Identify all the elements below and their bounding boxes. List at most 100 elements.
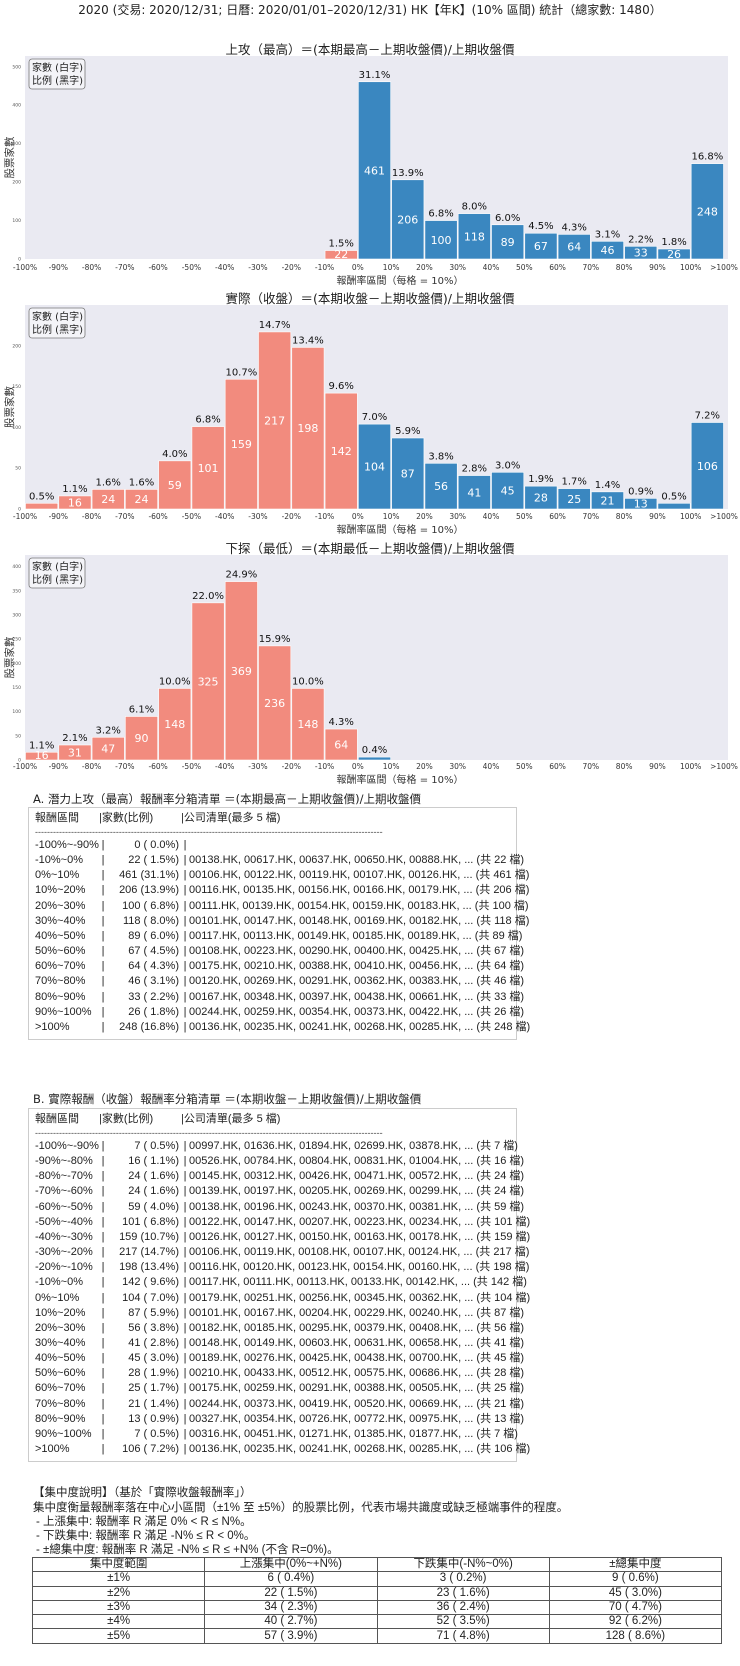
bar <box>58 744 92 761</box>
legend-box <box>28 307 86 339</box>
bin-companies: 00148.HK, 00149.HK, 00603.HK, 00631.HK, … <box>189 1336 525 1349</box>
list-item: 20%~30% | 100 ( 6.8%) | 00111.HK, 00139.HK, … <box>35 899 529 914</box>
table-row: ±5% 57 ( 3.9%) 71 ( 4.8%) 128 ( 8.6%) <box>31 1628 723 1644</box>
bin-range: 80%~90% <box>35 1412 86 1425</box>
percent-label: 3.2% <box>96 725 121 736</box>
bin-companies: 00175.HK, 00210.HK, 00388.HK, 00410.HK, … <box>189 960 525 973</box>
legend-entry: 比例 (黑字) <box>32 74 83 87</box>
count-label: 25 <box>567 493 581 506</box>
bar <box>358 756 391 761</box>
separator: | <box>183 914 187 927</box>
count-label: 45 <box>501 485 515 498</box>
x-tick-label: -70% <box>115 512 134 521</box>
bin-companies: 00210.HK, 00433.HK, 00512.HK, 00575.HK, … <box>189 1367 525 1380</box>
bin-count: 64 ( 4.3%) <box>128 960 179 973</box>
list-item: 70%~80% | 21 ( 1.4%) | 00244.HK, 00373.HK, 0… <box>35 1397 524 1412</box>
bin-count: 206 (13.9%) <box>119 884 179 897</box>
separator: | <box>101 1200 105 1213</box>
table-cell: 70 ( 4.7%) <box>548 1599 723 1616</box>
bin-range: -30%~-20% <box>35 1246 93 1259</box>
count-label: 248 <box>697 205 718 218</box>
bin-range: 40%~50% <box>35 1352 86 1365</box>
x-tick-label: 80% <box>616 512 633 521</box>
x-tick-label: 70% <box>583 263 600 272</box>
list-item: 50%~60% | 28 ( 1.9%) | 00210.HK, 00433.HK, 0… <box>35 1366 524 1381</box>
separator: | <box>101 1412 105 1425</box>
table-cell: 71 ( 4.8%) <box>376 1628 550 1644</box>
separator: | <box>101 1020 105 1033</box>
bin-range: -70%~-60% <box>35 1185 93 1198</box>
bin-companies: 00244.HK, 00373.HK, 00419.HK, 00520.HK, … <box>189 1397 525 1410</box>
separator: | <box>183 869 187 882</box>
table-row: ±4% 40 ( 2.7%) 52 ( 3.5%) 92 ( 6.2%) <box>31 1614 723 1630</box>
y-tick-label: 300 <box>12 612 21 618</box>
y-tick-label: 400 <box>12 103 21 109</box>
bar <box>391 437 425 510</box>
count-label: 101 <box>198 462 219 475</box>
bin-count: 67 ( 4.5%) <box>128 945 179 958</box>
bin-range: 90%~100% <box>35 1005 92 1018</box>
bin-count: 101 ( 6.8%) <box>122 1215 179 1228</box>
bin-count: 248 (16.8%) <box>119 1020 179 1033</box>
bin-companies: 00126.HK, 00127.HK, 00150.HK, 00163.HK, … <box>189 1230 531 1243</box>
separator: | <box>183 1367 187 1380</box>
bin-count: 41 ( 2.8%) <box>128 1336 179 1349</box>
x-tick-label: -20% <box>282 263 301 272</box>
x-tick-label: 100% <box>680 263 701 272</box>
percent-label: 0.5% <box>661 491 686 502</box>
x-tick-label: -30% <box>248 512 267 521</box>
percent-label: 31.1% <box>359 70 391 81</box>
percent-label: 1.5% <box>329 239 354 250</box>
separator: | <box>101 1382 105 1395</box>
bar <box>391 179 425 260</box>
percent-label: 4.3% <box>329 717 354 728</box>
bin-count: 28 ( 1.9%) <box>128 1367 179 1380</box>
separator: | <box>101 1140 105 1152</box>
list-item: >100% | 106 ( 7.2%) | 00136.HK, 00235.HK, 00… <box>35 1442 530 1457</box>
x-tick-label: -30% <box>248 263 267 272</box>
concentration-bullet: - 上漲集中: 報酬率 R 滿足 0% < R ≤ N%。 <box>36 1516 252 1528</box>
list-item: 60%~70% | 64 ( 4.3%) | 00175.HK, 00210.HK, 0… <box>35 959 524 974</box>
bin-range: -10%~0% <box>35 854 84 867</box>
header-count: |家數(比例) <box>99 812 154 824</box>
header-companies: |公司清單(最多 5 檔) <box>181 1113 281 1125</box>
bar <box>291 347 325 510</box>
count-label: 369 <box>231 665 252 678</box>
y-tick-label: 350 <box>12 588 21 594</box>
percent-label: 3.8% <box>428 451 453 462</box>
x-tick-label: 40% <box>483 512 500 521</box>
percent-label: 24.9% <box>225 570 257 581</box>
separator: | <box>101 1291 105 1304</box>
x-tick-label: -100% <box>13 263 37 272</box>
percent-label: 6.0% <box>495 213 520 224</box>
table-cell: 128 ( 8.6%) <box>548 1628 723 1644</box>
bin-companies: 00327.HK, 00354.HK, 00726.HK, 00772.HK, … <box>189 1412 525 1425</box>
bin-companies: 00136.HK, 00235.HK, 00241.HK, 00268.HK, … <box>189 1443 531 1455</box>
x-tick-label: 90% <box>649 263 666 272</box>
count-label: 56 <box>434 480 448 493</box>
bin-count: 159 (10.7%) <box>119 1230 179 1243</box>
separator: | <box>101 1246 105 1259</box>
x-tick-label: 80% <box>616 762 633 771</box>
x-tick-label: -90% <box>49 512 68 521</box>
bin-companies: 00997.HK, 01636.HK, 01894.HK, 02699.HK, … <box>189 1140 518 1152</box>
x-tick-label: -80% <box>82 263 101 272</box>
list-item: -20%~-10% | 198 (13.4%) | 00116.HK, 00120.HK… <box>35 1260 529 1275</box>
bin-range: 10%~20% <box>35 1306 86 1319</box>
bar <box>457 213 491 260</box>
legend-entry: 比例 (黑字) <box>32 573 83 586</box>
table-cell: ±4% <box>31 1614 206 1630</box>
count-label: 148 <box>297 718 318 731</box>
separator: | <box>101 914 105 927</box>
bin-range: 30%~40% <box>35 914 86 927</box>
y-axis-label: 股票家數 <box>3 136 16 178</box>
count-label: 64 <box>567 241 581 254</box>
bar <box>191 602 225 761</box>
list-item: 60%~70% | 25 ( 1.7%) | 00175.HK, 00259.HK, 0… <box>35 1381 524 1396</box>
list-item: 10%~20% | 87 ( 5.9%) | 00101.HK, 00167.HK, 0… <box>35 1306 524 1321</box>
bar <box>25 502 59 510</box>
column-header: ±總集中度 <box>548 1556 723 1573</box>
bin-count: 25 ( 1.7%) <box>128 1382 179 1395</box>
section-a-bin-list: 報酬區間 |家數(比例) |公司清單(最多 5 檔) ----------------… <box>28 807 530 1040</box>
